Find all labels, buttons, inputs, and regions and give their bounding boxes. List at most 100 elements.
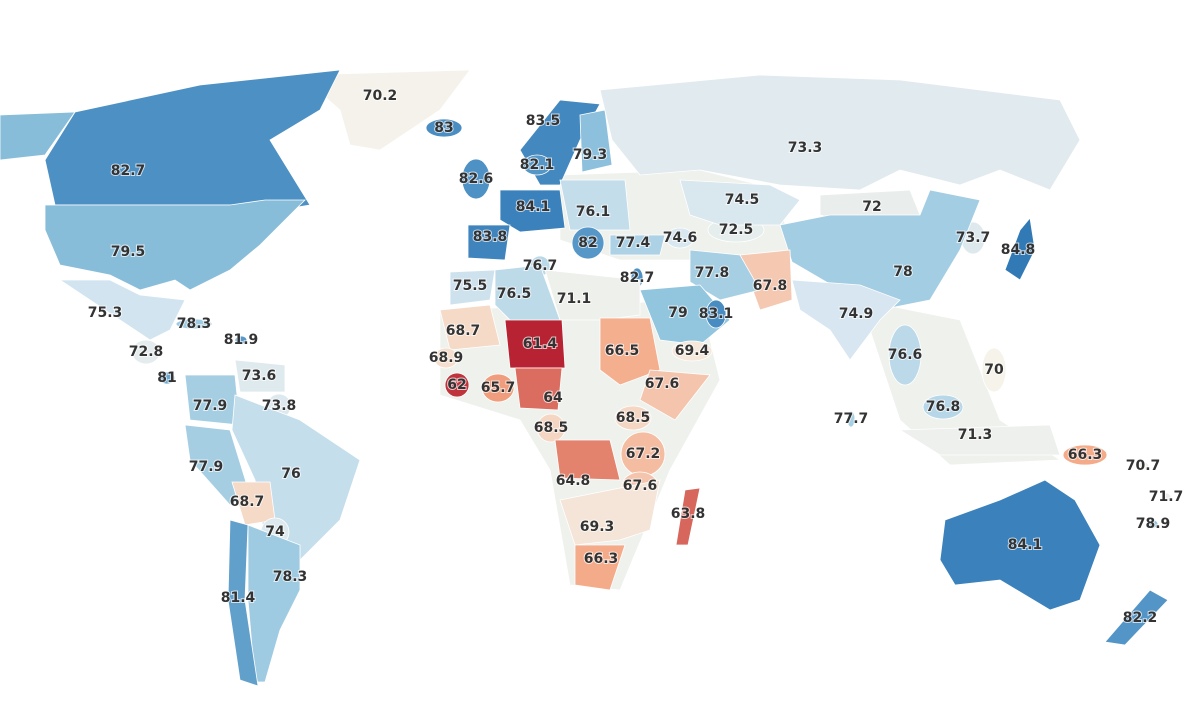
value-label: 67.6 xyxy=(623,478,658,494)
value-label: 83.5 xyxy=(526,113,561,129)
value-label: 76.1 xyxy=(576,204,611,220)
value-label: 71.7 xyxy=(1149,489,1184,505)
value-label: 84.1 xyxy=(1008,537,1043,553)
region xyxy=(481,373,515,403)
value-label: 79 xyxy=(668,305,687,321)
region xyxy=(544,269,641,321)
value-label: 73.7 xyxy=(956,230,991,246)
region xyxy=(559,179,631,231)
value-label: 78 xyxy=(893,264,912,280)
region xyxy=(1104,589,1169,646)
value-label: 82.1 xyxy=(520,157,555,173)
value-label: 78.3 xyxy=(177,316,212,332)
value-label: 83.8 xyxy=(473,229,508,245)
regions xyxy=(0,69,1172,687)
region xyxy=(791,279,901,361)
region xyxy=(609,234,666,256)
value-label: 75.3 xyxy=(88,305,123,321)
region xyxy=(298,69,471,151)
region xyxy=(579,109,613,173)
labels: 70.2 83 83.5 82.1 79.3 82.6 84.1 76.1 83.8 82 77.4… xyxy=(87,87,1185,627)
value-label: 72 xyxy=(862,199,881,215)
value-label: 69.4 xyxy=(675,343,710,359)
region xyxy=(425,118,463,138)
region xyxy=(922,394,964,420)
value-label: 70 xyxy=(984,362,1004,378)
region xyxy=(614,405,652,431)
value-label: 74 xyxy=(265,524,285,540)
region xyxy=(705,299,727,329)
value-label: 79.3 xyxy=(573,147,608,163)
value-label: 75.5 xyxy=(453,278,488,294)
region xyxy=(1062,444,1108,466)
region xyxy=(499,189,566,233)
value-label: 62 xyxy=(447,377,466,393)
value-label: 81.4 xyxy=(221,590,256,606)
value-label: 68.5 xyxy=(534,420,569,436)
value-label: 68.7 xyxy=(446,323,481,339)
region xyxy=(689,249,761,301)
region xyxy=(536,413,566,443)
region xyxy=(1160,492,1172,502)
region xyxy=(158,371,176,385)
value-label: 72.5 xyxy=(719,222,754,238)
region xyxy=(888,324,922,386)
region xyxy=(574,544,626,591)
region xyxy=(0,111,76,161)
value-label: 66.3 xyxy=(584,551,619,567)
value-label: 68.7 xyxy=(230,494,265,510)
value-label: 76.5 xyxy=(497,286,532,302)
value-label: 63.8 xyxy=(671,506,706,522)
region xyxy=(234,335,248,345)
region xyxy=(665,227,695,249)
region xyxy=(779,189,981,311)
value-label: 78.3 xyxy=(273,569,308,585)
region xyxy=(175,318,213,330)
region xyxy=(898,424,1061,456)
value-label: 70.7 xyxy=(1126,458,1161,474)
region xyxy=(981,347,1007,393)
value-label: 64.8 xyxy=(556,473,591,489)
region xyxy=(461,158,491,200)
value-label: 82.7 xyxy=(111,163,146,179)
value-label: 72.8 xyxy=(129,344,164,360)
value-label: 76.8 xyxy=(926,399,961,415)
value-label: 78.9 xyxy=(1136,516,1171,532)
value-label: 71.3 xyxy=(958,427,993,443)
value-label: 76.7 xyxy=(523,258,558,274)
region xyxy=(44,69,341,216)
region xyxy=(467,224,511,261)
region xyxy=(675,487,701,546)
value-label: 76 xyxy=(281,466,300,482)
value-label: 73.3 xyxy=(788,140,823,156)
value-label: 77.4 xyxy=(616,235,651,251)
region xyxy=(671,340,713,362)
value-label: 74.5 xyxy=(725,192,760,208)
value-label: 67.6 xyxy=(645,376,680,392)
value-label: 77.8 xyxy=(695,265,730,281)
region xyxy=(1004,217,1036,281)
region xyxy=(58,279,186,341)
value-label: 73.8 xyxy=(262,398,297,414)
value-label: 73.6 xyxy=(242,368,277,384)
value-label: 71.1 xyxy=(557,291,592,307)
region xyxy=(227,519,259,687)
region xyxy=(559,479,661,546)
region xyxy=(554,439,621,481)
value-label: 69.3 xyxy=(580,519,615,535)
value-label: 82.6 xyxy=(459,171,494,187)
region xyxy=(234,359,286,393)
value-label: 61.4 xyxy=(523,336,558,352)
value-label: 77.9 xyxy=(193,398,228,414)
value-label: 83 xyxy=(434,120,453,136)
region xyxy=(939,479,1101,611)
value-label: 66.3 xyxy=(1068,447,1103,463)
region xyxy=(571,226,605,260)
value-label: 81.9 xyxy=(224,332,259,348)
region xyxy=(44,199,306,291)
region xyxy=(439,304,501,351)
region xyxy=(444,372,470,398)
value-label: 68.5 xyxy=(616,410,651,426)
region xyxy=(639,284,731,346)
